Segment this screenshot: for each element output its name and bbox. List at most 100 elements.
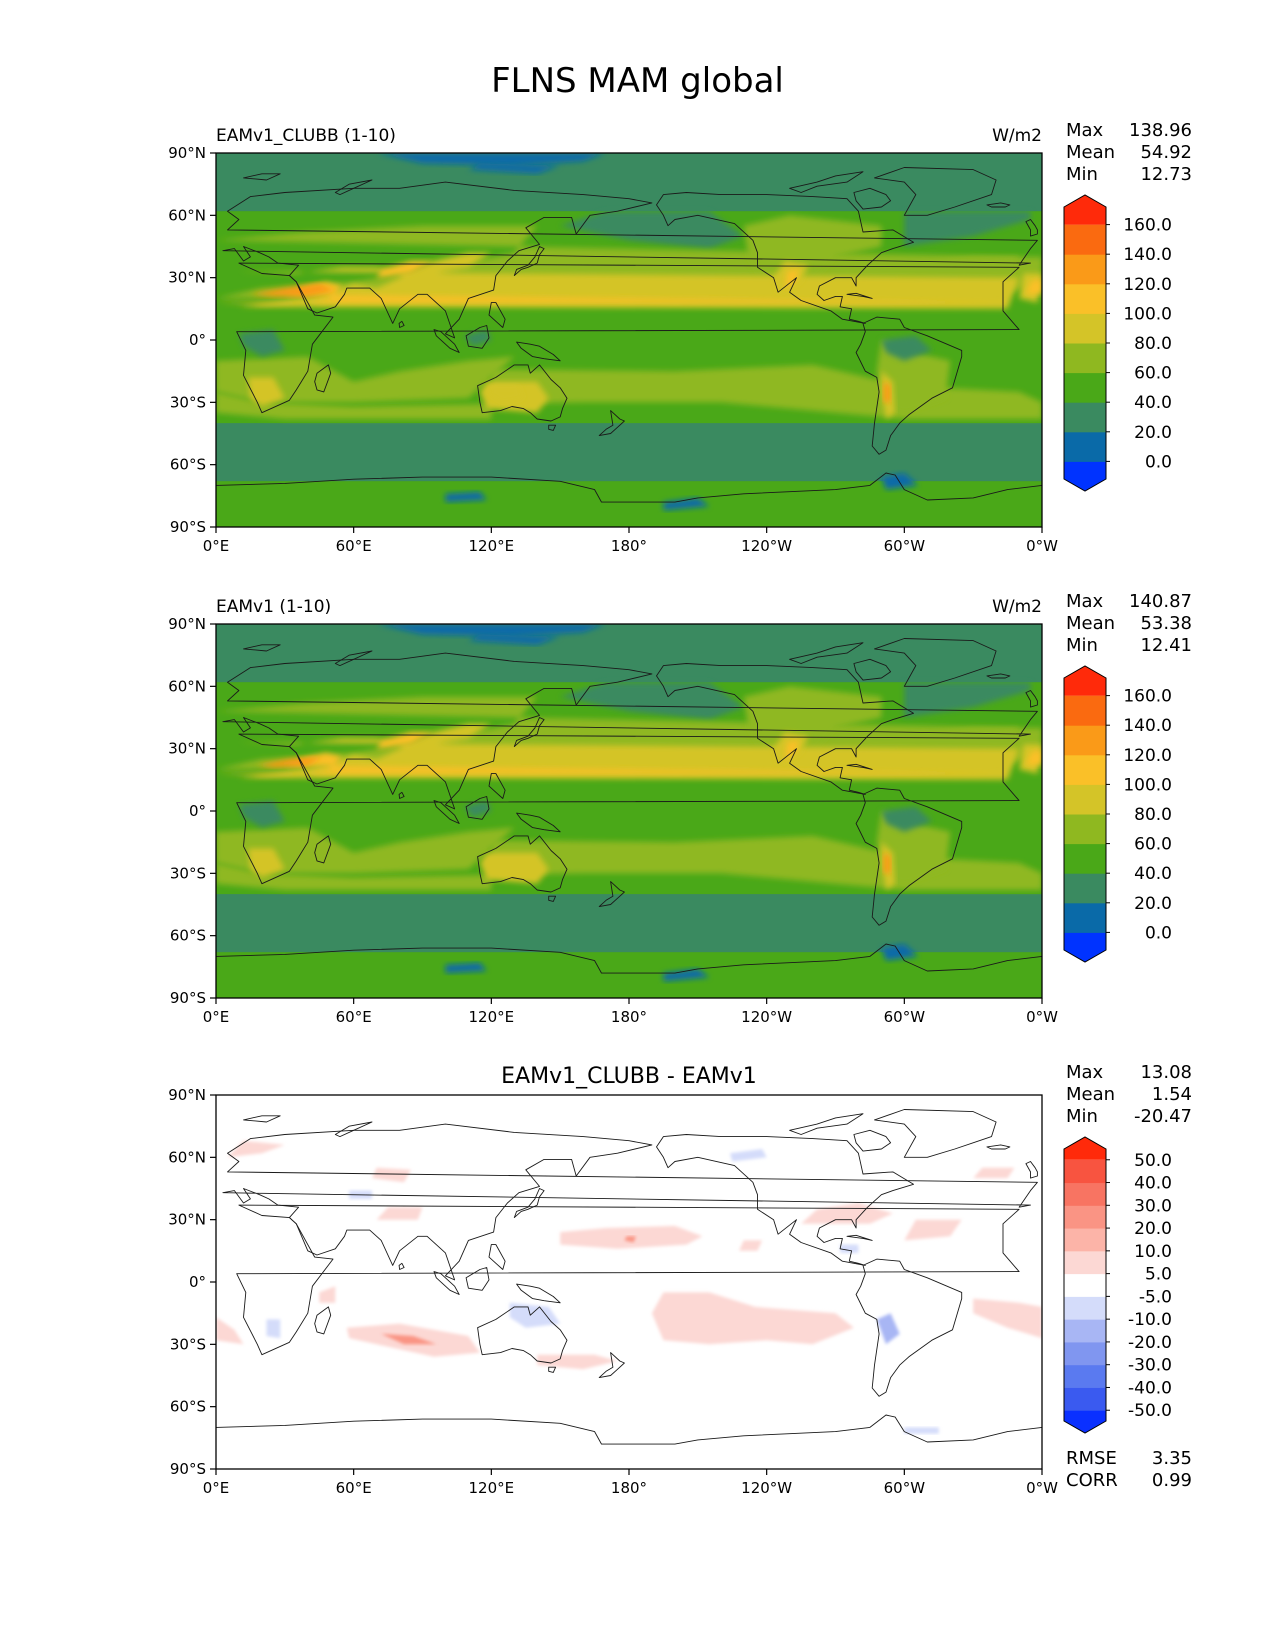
coast-sriLanka: [398, 1262, 405, 1270]
colorbar-extend-high: [1064, 1137, 1106, 1160]
stat-label-mean: Mean: [1066, 142, 1115, 163]
coast-nz: [598, 1352, 625, 1379]
colorbar-segment: [1064, 1341, 1106, 1366]
colorbar-segment: [1064, 1273, 1106, 1297]
coast-southAmerica: [855, 787, 963, 926]
field-npacific: [560, 682, 744, 720]
coastlines: [216, 1109, 1042, 1469]
lat-tick-label: 30°N: [168, 740, 206, 758]
lat-tick-label: 90°S: [170, 989, 206, 1007]
coast-iceland: [986, 1144, 1011, 1150]
diff-satl: [973, 1298, 1042, 1339]
lat-tick-label: 60°S: [170, 927, 206, 945]
coast-novaya: [334, 1121, 373, 1138]
lat-tick-label: 60°N: [168, 677, 206, 695]
field-arctic-low2: [468, 163, 561, 174]
diff-kalahari: [266, 1319, 281, 1339]
lat-tick-label: 90°S: [170, 518, 206, 536]
colorbar-tick-label: 140.0: [1123, 716, 1172, 736]
lon-tick-label: 120°W: [741, 1479, 792, 1497]
colorbar-outline: [1063, 194, 1107, 492]
coast-arcticIsl: [789, 1113, 864, 1135]
lon-tick-label: 120°E: [469, 537, 515, 555]
colorbar-tick-label: 0.0: [1145, 923, 1172, 943]
lat-tick-label: 90°N: [168, 1086, 206, 1104]
lat-tick-label: 60°N: [168, 1148, 206, 1166]
lat-tick-label: 30°N: [168, 269, 206, 287]
colorbar-segment: [1064, 754, 1106, 785]
coast-greenland: [874, 167, 997, 216]
colorbar-extend-high: [1064, 666, 1106, 696]
lon-tick-label: 0°W: [1026, 1479, 1058, 1497]
lon-tick-label: 120°E: [469, 1479, 515, 1497]
field-mexico-core: [785, 740, 799, 762]
coast-philippines: [488, 302, 506, 328]
colorbar-tick-label: -20.0: [1128, 1333, 1172, 1353]
coast-australia: [477, 364, 568, 422]
coast-australia: [477, 1306, 568, 1364]
field-tibet-core: [376, 732, 434, 749]
coast-arcticIsl: [789, 642, 864, 664]
colorbar-segment: [1064, 873, 1106, 904]
colorbar-tick-label: 10.0: [1134, 1242, 1172, 1262]
coast-antarctica: [216, 1414, 1042, 1469]
colorbar-segment: [1064, 343, 1106, 374]
colorbar-segment: [1064, 784, 1106, 815]
coast-baffin: [853, 658, 892, 681]
colorbar-segment: [1064, 254, 1106, 285]
field-tibet-core: [376, 261, 434, 278]
coast-cuba: [846, 1234, 873, 1241]
lat-tick-label: 60°N: [168, 206, 206, 224]
field-arabia-core: [250, 283, 336, 297]
colorbar-tick-label: 120.0: [1123, 275, 1172, 295]
coast-baffin: [853, 187, 892, 210]
colorbar: 0.0 20.0 40.0 60.0 80.0 100.0 120.0 140.0 160.0: [1063, 665, 1172, 963]
lat-tick-label: 0°: [189, 802, 206, 820]
field-borneo: [463, 329, 492, 347]
stat-value-mean: 54.92: [1140, 142, 1192, 163]
colorbar-outline: [1063, 665, 1107, 963]
lon-tick-label: 0°E: [203, 1008, 230, 1026]
colorbar-segment: [1064, 1319, 1106, 1343]
lon-tick-label: 60°E: [336, 537, 372, 555]
colorbar-segment: [1064, 313, 1106, 344]
coast-australia: [477, 835, 568, 893]
lat-tick-label: 90°N: [168, 615, 206, 633]
colorbar-segment: [1064, 1364, 1106, 1388]
diff-epac: [651, 1292, 854, 1345]
colorbar-tick-label: -40.0: [1128, 1378, 1172, 1398]
stat-value-min: 12.73: [1140, 164, 1192, 185]
diff-natl: [973, 1167, 1015, 1179]
coast-japan: [513, 246, 545, 277]
stat-value-rmse: 3.35: [1152, 1448, 1192, 1469]
lon-tick-label: 0°E: [203, 1479, 230, 1497]
colorbar-segment: [1064, 1250, 1106, 1275]
lon-tick-label: 180°: [611, 537, 647, 555]
panel-left-title: EAMv1 (1-10): [216, 597, 331, 617]
map-field: [216, 1095, 1042, 1469]
coast-philippines: [488, 1244, 506, 1270]
coast-eurasia: [222, 181, 1038, 339]
coast-tasmania: [548, 1366, 557, 1373]
coast-sumatra: [433, 800, 460, 824]
field-congo: [238, 329, 285, 357]
field-sahara: [238, 723, 1020, 780]
field-arctic-low: [376, 153, 607, 166]
field-band: [216, 624, 1042, 683]
colorbar-tick-label: 160.0: [1123, 216, 1172, 236]
coast-japan: [513, 1188, 545, 1219]
colorbar-segment: [1064, 283, 1106, 314]
panel-difference: 90°N 60°N 30°N 0° 30°S 60°S 90°S0°E 60°E 120°E 18…: [168, 1062, 1192, 1497]
field-band: [216, 153, 1042, 212]
colorbar-tick-label: 20.0: [1134, 423, 1172, 443]
colorbar-tick-label: 20.0: [1134, 894, 1172, 914]
colorbar-tick-label: 100.0: [1123, 304, 1172, 324]
field-arctic-low: [376, 624, 607, 637]
field-sahara-core: [216, 752, 1015, 776]
colorbar-tick-label: 30.0: [1134, 1196, 1172, 1216]
stat-label-max: Max: [1066, 1062, 1104, 1083]
colorbar-tick-label: 50.0: [1134, 1151, 1172, 1171]
coastlines: [216, 638, 1042, 998]
lon-tick-label: 60°W: [884, 537, 926, 555]
panel-units: W/m2: [992, 597, 1042, 617]
